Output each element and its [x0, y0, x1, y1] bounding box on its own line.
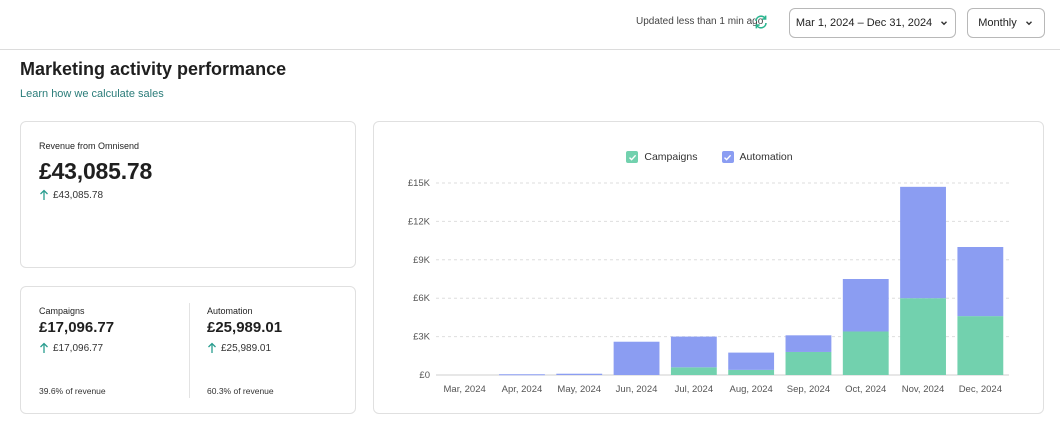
chevron-down-icon — [1025, 21, 1032, 26]
date-range-label: Mar 1, 2024 – Dec 31, 2024 — [795, 17, 933, 29]
x-tick-label: Aug, 2024 — [729, 384, 772, 395]
bar-automation — [785, 335, 832, 352]
automation-label: Automation — [207, 306, 253, 316]
bar-automation — [900, 186, 946, 299]
checkbox-icon — [626, 151, 639, 163]
y-tick-label: £12K — [408, 216, 431, 227]
page-title: Marketing activity performance — [20, 59, 287, 79]
bar-campaigns — [900, 298, 946, 375]
campaigns-trend: £17,096.77 — [39, 342, 103, 354]
x-tick-label: Jun, 2024 — [616, 384, 658, 395]
revenue-label: Revenue from Omnisend — [39, 141, 140, 151]
chart-card: Campaigns Automation £0 £3K £6K £9K £12K £15K… — [373, 121, 1044, 414]
x-tick-label: Mar, 2024 — [444, 384, 486, 395]
y-tick-label: £0 — [419, 370, 430, 381]
bar-automation — [842, 279, 889, 332]
campaigns-share: 39.6% of revenue — [39, 386, 106, 396]
x-tick-label: Sep, 2024 — [787, 384, 830, 395]
legend-automation[interactable]: Automation — [721, 151, 793, 163]
updated-status: Updated less than 1 min ago — [636, 16, 764, 27]
split-card: Campaigns £17,096.77 £17,096.77 39.6% of… — [20, 286, 356, 414]
arrow-up-icon — [40, 189, 48, 200]
refresh-icon[interactable] — [752, 13, 770, 31]
automation-value: £25,989.01 — [207, 319, 283, 336]
x-tick-label: May, 2024 — [557, 384, 601, 395]
marketing-chart: £0 £3K £6K £9K £12K £15K Mar, 2024 Apr, 2024 May… — [408, 178, 1009, 395]
legend-automation-label: Automation — [739, 151, 793, 163]
bar-automation — [556, 373, 603, 375]
campaigns-trend-value: £17,096.77 — [53, 342, 104, 354]
revenue-trend: £43,085.78 — [39, 189, 103, 201]
x-tick-label: Apr, 2024 — [502, 384, 543, 395]
y-tick-label: £15K — [408, 178, 431, 189]
campaigns-value: £17,096.77 — [39, 319, 115, 336]
chart-legend: Campaigns Automation — [374, 151, 1045, 163]
y-tick-label: £3K — [413, 332, 431, 343]
x-tick-label: Jul, 2024 — [675, 384, 714, 395]
period-select[interactable]: Monthly — [967, 8, 1045, 38]
period-label: Monthly — [978, 17, 1017, 29]
arrow-up-icon — [208, 342, 216, 353]
bar-automation — [728, 352, 775, 370]
automation-share: 60.3% of revenue — [207, 386, 274, 396]
bar-automation — [613, 341, 660, 375]
bar-automation — [957, 247, 1004, 317]
divider — [189, 303, 190, 398]
legend-campaigns[interactable]: Campaigns — [626, 151, 698, 163]
legend-campaigns-label: Campaigns — [644, 151, 698, 163]
bar-campaigns — [842, 331, 889, 375]
x-tick-label: Oct, 2024 — [845, 384, 886, 395]
automation-trend: £25,989.01 — [207, 342, 271, 354]
x-tick-label: Nov, 2024 — [902, 384, 945, 395]
revenue-trend-value: £43,085.78 — [53, 189, 104, 201]
revenue-value: £43,085.78 — [39, 158, 153, 184]
revenue-card: Revenue from Omnisend £43,085.78 £43,085… — [20, 121, 356, 268]
bar-automation — [670, 336, 717, 368]
date-range-picker[interactable]: Mar 1, 2024 – Dec 31, 2024 — [789, 8, 956, 38]
arrow-up-icon — [40, 342, 48, 353]
bar-automation — [499, 374, 545, 376]
learn-sales-link[interactable]: Learn how we calculate sales — [20, 88, 164, 100]
top-bar: Updated less than 1 min ago Mar 1, 2024 … — [0, 0, 1060, 50]
y-tick-label: £6K — [413, 293, 431, 304]
bar-campaigns — [957, 316, 1004, 375]
checkbox-icon — [721, 151, 734, 163]
bar-campaigns — [785, 351, 832, 375]
bar-campaigns — [728, 369, 775, 375]
campaigns-label: Campaigns — [39, 306, 85, 316]
automation-trend-value: £25,989.01 — [221, 342, 272, 354]
y-tick-label: £9K — [413, 255, 431, 266]
bar-campaigns — [670, 367, 717, 375]
chevron-down-icon — [941, 21, 948, 26]
x-tick-label: Dec, 2024 — [959, 384, 1002, 395]
